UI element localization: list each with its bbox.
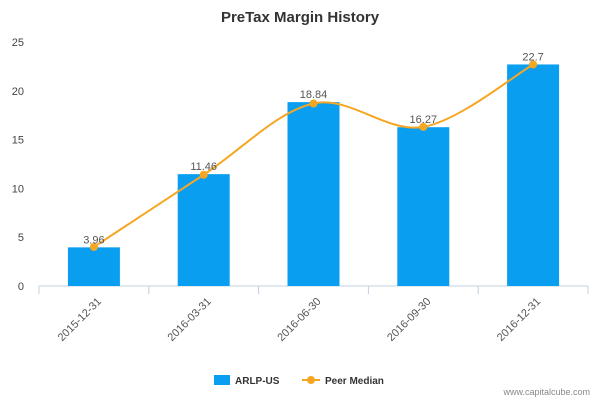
legend-label-arlp: ARLP-US [235,376,280,387]
chart-title: PreTax Margin History [221,9,380,26]
x-tick-label: 2015-12-31 [56,296,104,344]
legend-swatch-peer-dot [307,376,315,384]
bar [177,174,230,286]
data-label: 18.84 [300,89,328,101]
x-axis: 2015-12-31 2016-03-31 2016-06-30 2016-09-30… [38,285,589,344]
x-tick-label: 2016-12-31 [495,296,543,344]
line-series [89,60,538,251]
bar [287,102,340,286]
peer-median-point [89,242,98,251]
peer-median-point [529,60,538,69]
data-label: 11.46 [190,161,217,173]
peer-median-point [419,122,428,131]
credit-text: www.capitalcube.com [502,387,590,397]
legend: ARLP-US Peer Median [214,375,384,387]
x-tick-label: 2016-09-30 [385,296,433,344]
data-label: 3.96 [83,234,104,246]
legend-label-peer: Peer Median [325,376,384,387]
peer-median-point [199,170,208,179]
y-tick-label: 5 [18,232,24,244]
bar-series [67,64,560,286]
y-tick-label: 0 [18,281,24,293]
data-label: 22.7 [522,51,543,63]
data-labels: 3.96 11.46 18.84 16.27 22.7 [83,51,544,246]
y-tick-label: 15 [12,135,24,147]
bar [67,247,120,286]
data-label: 16.27 [410,114,438,126]
y-tick-label: 20 [12,86,24,98]
bar [507,64,560,286]
y-tick-label: 10 [12,183,24,195]
y-axis: 0 5 10 15 20 25 [12,37,24,293]
x-tick-label: 2016-03-31 [166,296,214,344]
y-tick-label: 25 [12,37,24,49]
legend-swatch-arlp [214,375,230,385]
x-tick-label: 2016-06-30 [275,296,323,344]
bar [397,127,450,286]
peer-median-point [309,99,318,108]
